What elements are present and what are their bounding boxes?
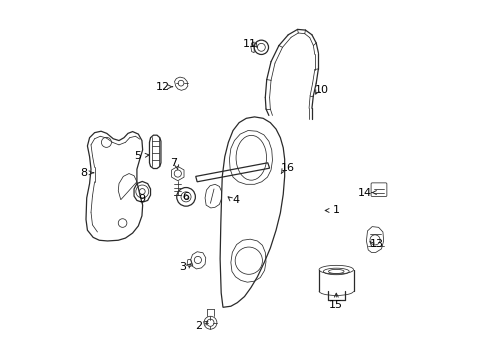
Text: 14: 14 <box>357 188 371 198</box>
Text: 4: 4 <box>232 195 239 205</box>
Text: 13: 13 <box>369 239 384 249</box>
Text: 2: 2 <box>194 321 202 331</box>
Text: 11: 11 <box>243 40 257 49</box>
Text: 12: 12 <box>155 82 169 92</box>
Text: 8: 8 <box>80 168 87 178</box>
Text: 6: 6 <box>182 192 189 202</box>
Text: 1: 1 <box>332 206 339 216</box>
Text: 16: 16 <box>281 163 295 173</box>
Text: 5: 5 <box>134 150 141 161</box>
Text: 10: 10 <box>314 85 328 95</box>
Text: 9: 9 <box>139 194 145 204</box>
Text: 7: 7 <box>170 158 177 168</box>
Text: 15: 15 <box>328 300 343 310</box>
Text: 3: 3 <box>179 262 186 272</box>
